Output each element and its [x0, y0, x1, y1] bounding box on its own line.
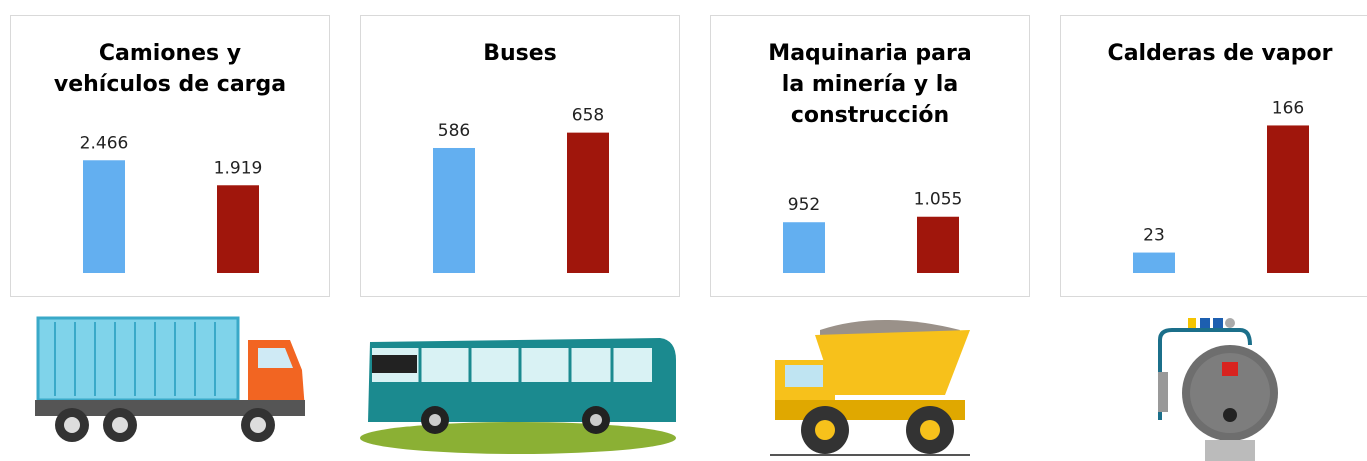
- value-label: 166: [1272, 98, 1304, 118]
- chart: 2.466 1.919: [80, 133, 263, 273]
- boiler-illustration: [1158, 318, 1278, 461]
- bar: [917, 216, 959, 273]
- chart-card: Buses 586 658: [360, 15, 680, 297]
- chart: 586 658: [433, 106, 609, 273]
- bar: [83, 160, 125, 273]
- bus-illustration: [360, 338, 676, 454]
- bar: [433, 147, 475, 273]
- chart-card: Camiones y vehículos de carga 2.466 1.919: [10, 15, 330, 297]
- bar: [1133, 252, 1175, 273]
- bar: [783, 222, 825, 273]
- chart-card: Calderas de vapor 23 166: [1060, 15, 1367, 297]
- chart-title: Buses: [483, 41, 557, 66]
- value-label: 1.055: [914, 190, 963, 210]
- chart-title: Calderas de vapor: [1107, 41, 1333, 66]
- chart-title: Camiones y vehículos de carga: [53, 41, 287, 97]
- chart: 952 1.055: [783, 190, 963, 273]
- truck-illustration: [35, 316, 305, 442]
- chart: 23 166: [1133, 98, 1309, 273]
- bar: [567, 132, 609, 273]
- dump-truck-illustration: [770, 320, 970, 456]
- value-label: 952: [788, 195, 820, 215]
- chart-card: Maquinaria para la minería y la construc…: [710, 15, 1030, 297]
- bar: [1267, 125, 1309, 273]
- value-label: 23: [1143, 226, 1165, 246]
- value-label: 1.919: [214, 158, 263, 178]
- chart-title: Maquinaria para la minería y la construc…: [768, 41, 972, 128]
- value-label: 2.466: [80, 133, 129, 153]
- value-label: 658: [572, 106, 604, 126]
- bar: [217, 185, 259, 273]
- value-label: 586: [438, 121, 470, 141]
